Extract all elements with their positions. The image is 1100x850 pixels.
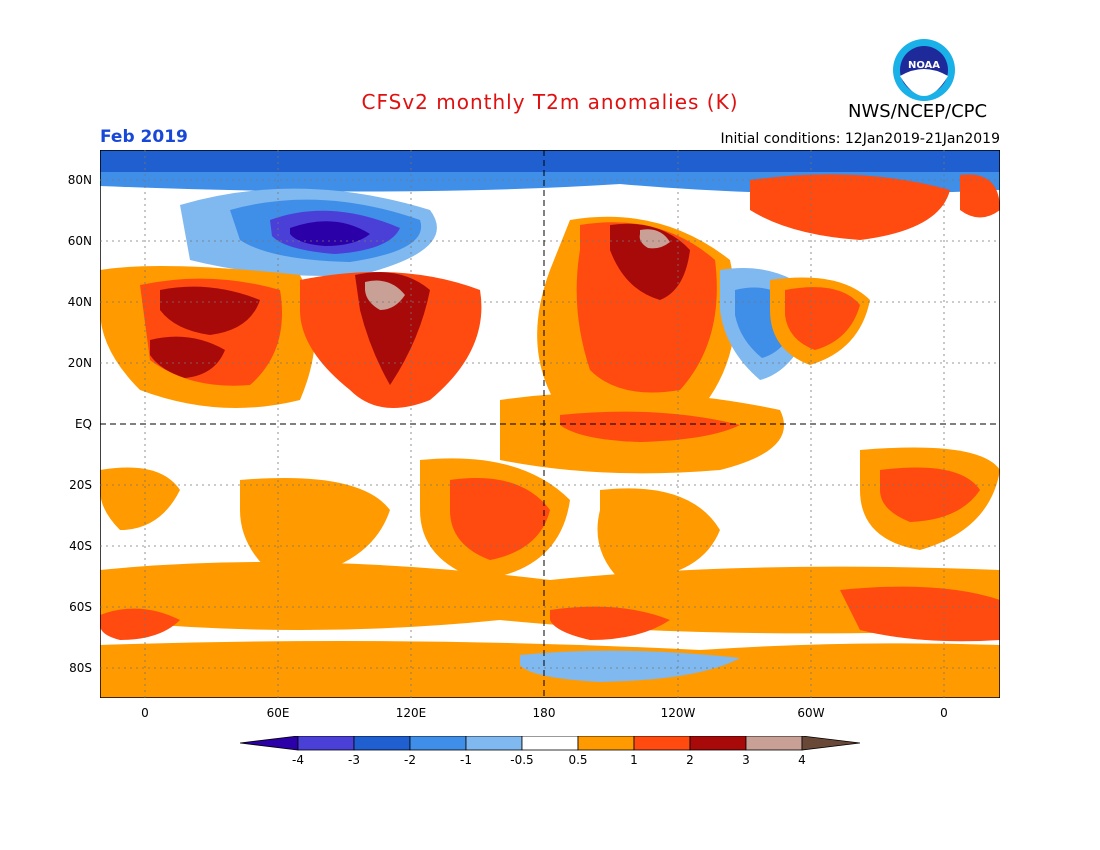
lat-label: 80S (69, 661, 92, 675)
lat-label: EQ (74, 417, 92, 431)
lat-label: 40N (67, 295, 92, 309)
lon-label: 120E (395, 706, 427, 720)
forecast-month: Feb 2019 (100, 127, 188, 147)
lat-label: 60N (67, 234, 92, 248)
noaa-logo: NOAA (892, 38, 956, 102)
agency-label: NWS/NCEP/CPC (848, 101, 988, 122)
legend-swatch (353, 735, 411, 751)
legend-swatch (297, 735, 355, 751)
grid-lines (100, 150, 1000, 698)
lat-label: 80N (67, 173, 92, 187)
legend-swatch (465, 735, 523, 751)
legend-tick-label: -2 (404, 753, 416, 767)
antarctic-cold-anomaly (520, 650, 740, 682)
legend-swatch (409, 735, 467, 751)
legend-tick-label: 0.5 (568, 753, 587, 767)
lat-label: 20S (69, 478, 92, 492)
southern-ocean-warm-band (100, 562, 1000, 634)
legend-swatch (689, 735, 747, 751)
lat-label: 20N (67, 356, 92, 370)
lon-label: 120W (660, 706, 696, 720)
initial-conditions: Initial conditions: 12Jan2019-21Jan2019 (720, 131, 1000, 147)
legend-tick-label: 3 (742, 753, 750, 767)
legend-tick-label: -4 (292, 753, 304, 767)
legend-tick-label: -3 (348, 753, 360, 767)
lon-label: 60W (797, 706, 825, 720)
legend-arrow-high (801, 735, 861, 751)
lon-label: 0 (141, 706, 149, 720)
lon-label: 60E (266, 706, 290, 720)
lon-label: 180 (532, 706, 556, 720)
legend-tick-label: 1 (630, 753, 638, 767)
legend-tick-label: 4 (798, 753, 806, 767)
legend-arrow-low (239, 735, 299, 751)
lat-label: 40S (69, 539, 92, 553)
legend-swatch (521, 735, 579, 751)
legend-swatch (745, 735, 803, 751)
noaa-logo-text: NOAA (908, 60, 940, 71)
legend-tick-label: -1 (460, 753, 472, 767)
lat-label: 60S (69, 600, 92, 614)
chart-title: CFSv2 monthly T2m anomalies (K) (361, 90, 739, 114)
legend-swatch (633, 735, 691, 751)
arctic-cold-band (100, 150, 1000, 172)
legend-swatch (577, 735, 635, 751)
lon-label: 0 (940, 706, 948, 720)
legend-tick-label: -0.5 (510, 753, 533, 767)
anomaly-map (99, 149, 1001, 699)
legend-tick-label: 2 (686, 753, 694, 767)
color-legend: -4 -3 -2 -1 -0.5 0.5 1 2 3 4 (239, 735, 861, 776)
